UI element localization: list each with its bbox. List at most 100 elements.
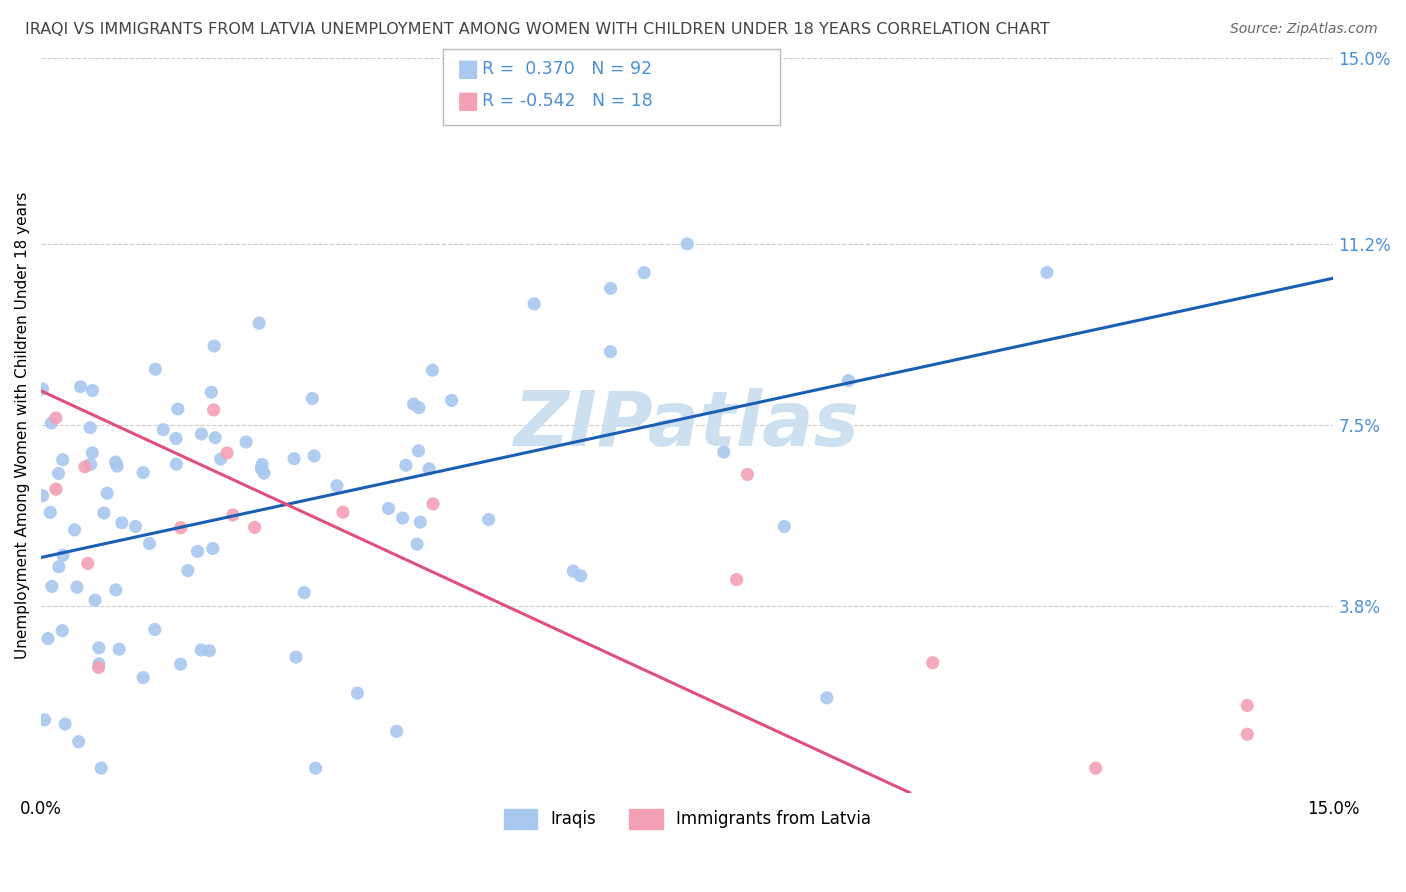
Point [478, 512, 501, 526]
Point [31, 382, 53, 396]
Point [422, 497, 444, 511]
Point [201, 541, 224, 556]
Point [1036, 265, 1059, 279]
Point [79, 420, 101, 434]
Point [87, 657, 110, 671]
Point [93, 506, 115, 520]
Point [209, 452, 232, 467]
Point [222, 508, 245, 522]
Point [591, 75, 613, 89]
Point [108, 642, 131, 657]
Point [165, 432, 187, 446]
Point [391, 511, 413, 525]
Point [301, 392, 323, 406]
Point [418, 462, 440, 476]
Point [326, 479, 349, 493]
Point [815, 690, 838, 705]
Point [304, 761, 326, 775]
Point [169, 657, 191, 672]
Point [190, 427, 212, 442]
Point [63, 523, 86, 537]
Point [385, 724, 408, 739]
Point [395, 458, 418, 473]
Point [247, 316, 270, 330]
Point [186, 544, 208, 558]
Point [250, 458, 273, 472]
Point [408, 443, 430, 458]
Point [409, 515, 432, 529]
Text: ■: ■ [457, 57, 479, 80]
Point [87, 660, 110, 674]
Point [633, 266, 655, 280]
Point [198, 643, 221, 657]
Point [31, 489, 53, 503]
Point [523, 297, 546, 311]
Point [69, 380, 91, 394]
Point [569, 569, 592, 583]
Point [170, 521, 193, 535]
Point [200, 385, 222, 400]
Text: R =  0.370   N = 92: R = 0.370 N = 92 [482, 60, 652, 78]
Point [96, 486, 118, 500]
Point [48, 559, 70, 574]
Point [253, 466, 276, 480]
Point [52, 549, 75, 563]
Text: R = -0.542   N = 18: R = -0.542 N = 18 [482, 92, 652, 110]
Point [713, 445, 735, 459]
Point [599, 281, 621, 295]
Point [53, 717, 76, 731]
Point [837, 374, 859, 388]
Point [235, 435, 257, 450]
Point [1236, 698, 1258, 713]
Point [39, 505, 62, 519]
Point [51, 624, 73, 638]
Point [104, 582, 127, 597]
Point [725, 573, 748, 587]
Point [302, 449, 325, 463]
Point [76, 557, 98, 571]
Point [34, 713, 56, 727]
Point [105, 459, 128, 474]
Point [440, 393, 463, 408]
Point [165, 457, 187, 471]
Point [124, 519, 146, 533]
Point [67, 735, 90, 749]
Point [406, 537, 429, 551]
Point [79, 458, 101, 472]
Point [292, 585, 315, 599]
Point [599, 344, 621, 359]
Point [377, 501, 399, 516]
Point [73, 459, 96, 474]
Point [422, 363, 444, 377]
Point [562, 564, 585, 578]
Point [676, 236, 699, 251]
Legend: Iraqis, Immigrants from Latvia: Iraqis, Immigrants from Latvia [496, 802, 877, 836]
Point [45, 411, 67, 425]
Point [138, 536, 160, 550]
Point [402, 397, 425, 411]
Text: ■: ■ [457, 89, 479, 112]
Text: ZIPatlas: ZIPatlas [515, 388, 860, 462]
Point [82, 384, 104, 398]
Point [190, 643, 212, 657]
Point [82, 446, 104, 460]
Point [921, 656, 943, 670]
Point [285, 650, 308, 665]
Point [66, 580, 89, 594]
Point [1236, 727, 1258, 741]
Point [332, 505, 354, 519]
Point [132, 671, 155, 685]
Point [204, 431, 226, 445]
Y-axis label: Unemployment Among Women with Children Under 18 years: Unemployment Among Women with Children U… [15, 192, 30, 659]
Point [346, 686, 368, 700]
Point [41, 579, 63, 593]
Point [84, 593, 107, 607]
Point [52, 452, 75, 467]
Text: IRAQI VS IMMIGRANTS FROM LATVIA UNEMPLOYMENT AMONG WOMEN WITH CHILDREN UNDER 18 : IRAQI VS IMMIGRANTS FROM LATVIA UNEMPLOY… [25, 22, 1050, 37]
Point [143, 623, 166, 637]
Text: Source: ZipAtlas.com: Source: ZipAtlas.com [1230, 22, 1378, 37]
Point [111, 516, 134, 530]
Point [773, 519, 796, 533]
Point [90, 761, 112, 775]
Point [37, 632, 59, 646]
